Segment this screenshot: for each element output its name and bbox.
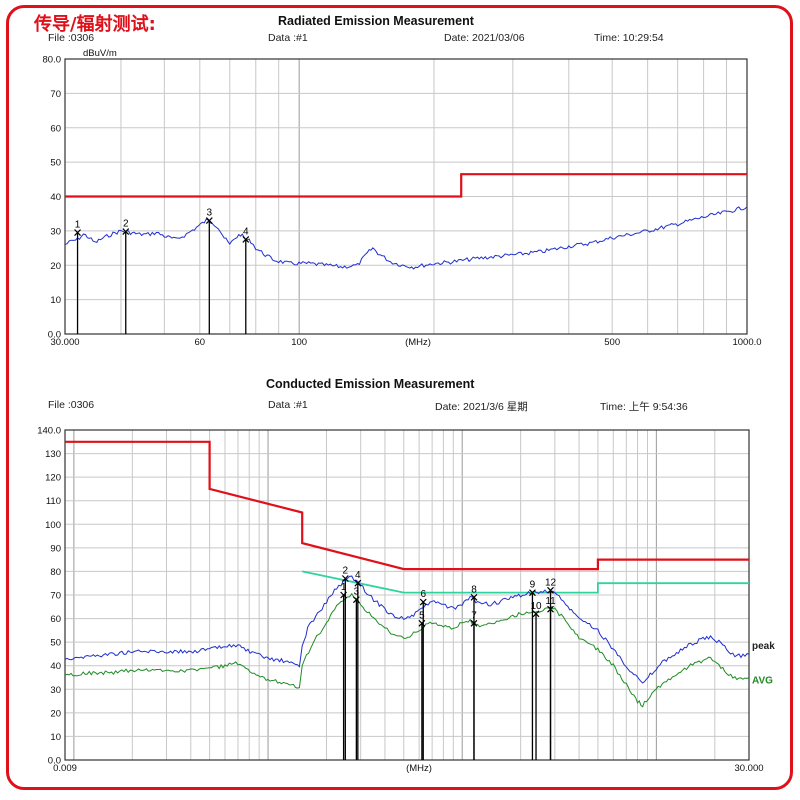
conducted-y-tick-label: 80 — [50, 567, 61, 578]
radiated-marker-x — [74, 229, 81, 237]
conducted-marker-label: 6 — [420, 589, 426, 600]
conducted-marker-label: 4 — [355, 570, 361, 581]
conducted-y-tick-label: 30 — [50, 685, 61, 696]
conducted-y-tick-label: 140.0 — [37, 426, 61, 437]
conducted-limit-line — [65, 440, 749, 571]
conducted-y-tick-label: 70 — [50, 591, 61, 602]
radiated-time-label: Time: 10:29:54 — [594, 32, 664, 44]
radiated-x-tick-label: 100 — [291, 337, 307, 348]
conducted-chart-title: Conducted Emission Measurement — [266, 377, 475, 391]
radiated-file-label: File :0306 — [48, 32, 95, 44]
conducted-y-tick-label: 60 — [50, 614, 61, 625]
conducted-time-label: Time: 上午 9:54:36 — [600, 401, 688, 413]
conducted-series-line-avg — [64, 592, 750, 708]
radiated-data-label: Data :#1 — [268, 32, 308, 44]
conducted-marker-x — [547, 586, 554, 594]
conducted-marker-x — [354, 579, 362, 587]
conducted-y-tick-label: 130 — [45, 449, 61, 460]
radiated-y-tick-label: 20 — [50, 261, 61, 272]
conducted-marker-label: 8 — [471, 584, 477, 595]
conducted-marker-label: 9 — [530, 580, 536, 591]
conducted-marker-x — [418, 619, 426, 627]
conducted-marker-label: 5 — [419, 610, 425, 621]
radiated-chart-title: Radiated Emission Measurement — [278, 14, 474, 28]
conducted-y-tick-label: 10 — [50, 732, 61, 743]
radiated-x-tick-label: 1000.0 — [732, 337, 761, 348]
radiated-y-tick-label: 60 — [50, 123, 61, 134]
conducted-marker-x — [470, 593, 478, 601]
radiated-marker-label: 1 — [75, 220, 81, 231]
conducted-y-tick-label: 20 — [50, 708, 61, 719]
radiated-unit-label: dBuV/m — [83, 48, 117, 59]
conducted-marker-x — [419, 598, 427, 606]
radiated-marker-label: 3 — [207, 208, 213, 219]
radiated-series-line-trace — [64, 206, 748, 270]
radiated-x-tick-label: 500 — [604, 337, 620, 348]
radiated-limit-line — [65, 173, 747, 198]
radiated-y-tick-label: 10 — [50, 295, 61, 306]
conducted-marker-label: 2 — [343, 566, 349, 577]
conducted-series-label-avg: AVG — [752, 676, 773, 687]
conducted-marker-label: 10 — [530, 601, 542, 612]
conducted-series-label-peak: peak — [752, 641, 775, 652]
conducted-marker-x — [341, 575, 349, 582]
radiated-date-label: Date: 2021/03/06 — [444, 32, 525, 44]
conducted-y-tick-label: 90 — [50, 543, 61, 554]
radiated-y-tick-label: 0.0 — [48, 330, 61, 341]
conducted-plot-frame — [64, 429, 750, 761]
conducted-y-tick-label: 40 — [50, 661, 61, 672]
radiated-x-tick-label: 30.000 — [50, 337, 79, 348]
radiated-y-tick-label: 50 — [50, 158, 61, 169]
radiated-x-unit-label: (MHz) — [405, 337, 431, 348]
conducted-marker-label: 3 — [354, 587, 360, 598]
conducted-y-tick-label: 120 — [45, 473, 61, 484]
conducted-y-tick-label: 110 — [46, 496, 61, 507]
radiated-y-tick-label: 30 — [50, 226, 61, 237]
conducted-marker-label: 12 — [545, 577, 557, 588]
conducted-avg-limit-line — [302, 570, 749, 594]
radiated-y-tick-label: 40 — [50, 192, 61, 203]
page-frame — [6, 5, 793, 790]
radiated-y-tick-label: 70 — [50, 89, 61, 100]
conducted-y-tick-label: 100 — [45, 520, 61, 531]
conducted-marker-x — [529, 589, 536, 597]
conducted-file-label: File :0306 — [48, 399, 95, 411]
conducted-series-line-peak — [64, 575, 750, 684]
conducted-y-tick-label: 50 — [50, 638, 61, 649]
conducted-x-tick-label: 0.009 — [53, 763, 77, 774]
conducted-x-tick-label: 30.000 — [734, 763, 763, 774]
radiated-marker-label: 2 — [123, 219, 129, 230]
conducted-x-unit-label: (MHz) — [406, 763, 432, 774]
conducted-data-label: Data :#1 — [268, 399, 308, 411]
radiated-marker-x — [122, 228, 130, 235]
radiated-marker-label: 4 — [243, 226, 249, 237]
conducted-marker-x — [532, 610, 540, 618]
radiated-x-tick-label: 60 — [195, 337, 206, 348]
page-title: 传导/辐射测试: — [34, 14, 156, 35]
conducted-y-tick-label: 0.0 — [48, 756, 61, 767]
radiated-y-tick-label: 80.0 — [43, 55, 62, 66]
radiated-marker-x — [242, 236, 250, 243]
radiated-marker-x — [205, 217, 213, 224]
conducted-marker-label: 1 — [341, 582, 347, 593]
conducted-date-label: Date: 2021/3/6 星期 — [435, 401, 528, 413]
